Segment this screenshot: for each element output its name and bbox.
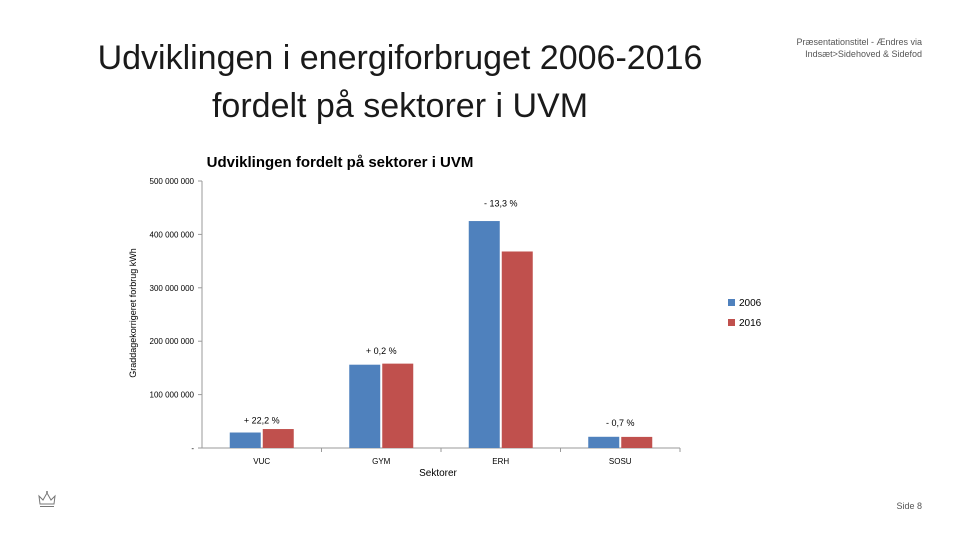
- y-tick-label: 500 000 000: [150, 177, 195, 186]
- x-tick-label: VUC: [253, 457, 270, 466]
- bar-gym-2016: [382, 363, 414, 448]
- crown-icon: [38, 491, 56, 507]
- y-axis-label: Graddagekorrigeret forbrug kWh: [128, 248, 138, 378]
- annotation-gym: + 0,2 %: [366, 346, 397, 356]
- x-tick-label: ERH: [492, 457, 509, 466]
- header-note-line-1: Præsentationstitel - Ændres via: [796, 37, 922, 47]
- y-tick-label: 300 000 000: [150, 284, 195, 293]
- x-tick-label: SOSU: [609, 457, 632, 466]
- legend-label-2006: 2006: [739, 298, 762, 309]
- header-note-line-2: Indsæt>Sidehoved & Sidefod: [805, 49, 922, 59]
- slide-title: Udviklingen i energiforbruget 2006-2016 …: [40, 34, 760, 130]
- chart-annotations: + 22,2 % + 0,2 % - 13,3 % - 0,7 %: [244, 199, 635, 428]
- chart-legend: 2006 2016: [728, 298, 762, 329]
- y-tick-label: 400 000 000: [150, 230, 195, 239]
- y-tick-label: 100 000 000: [150, 391, 195, 400]
- chart-bars: [229, 221, 653, 448]
- chart-title: Udviklingen fordelt på sektorer i UVM: [207, 154, 474, 171]
- bar-vuc-2006: [229, 432, 261, 448]
- x-axis-label: Sektorer: [419, 468, 457, 479]
- annotation-erh: - 13,3 %: [484, 199, 518, 209]
- legend-swatch-2016: [728, 319, 735, 326]
- y-tick-label: 200 000 000: [150, 337, 195, 346]
- page-number: Side 8: [896, 501, 922, 511]
- legend-swatch-2006: [728, 299, 735, 306]
- slide-title-line-1: Udviklingen i energiforbruget 2006-2016: [97, 39, 703, 77]
- crown-logo: [38, 490, 56, 515]
- header-note: Præsentationstitel - Ændres via Indsæt>S…: [722, 36, 922, 60]
- x-tick-label: GYM: [372, 457, 391, 466]
- bar-erh-2006: [468, 221, 500, 448]
- y-tick-label: -: [191, 444, 194, 453]
- slide-title-line-2: fordelt på sektorer i UVM: [211, 87, 589, 125]
- bar-sosu-2016: [621, 436, 653, 448]
- annotation-vuc: + 22,2 %: [244, 415, 280, 425]
- bar-sosu-2006: [588, 436, 620, 448]
- bar-erh-2016: [501, 251, 533, 448]
- chart-axes: - 100 000 000 200 000 000 300 000 000 400 00…: [150, 177, 681, 466]
- annotation-sosu: - 0,7 %: [606, 418, 635, 428]
- legend-label-2016: 2016: [739, 318, 762, 329]
- bar-vuc-2016: [262, 429, 294, 448]
- bar-gym-2006: [349, 364, 381, 448]
